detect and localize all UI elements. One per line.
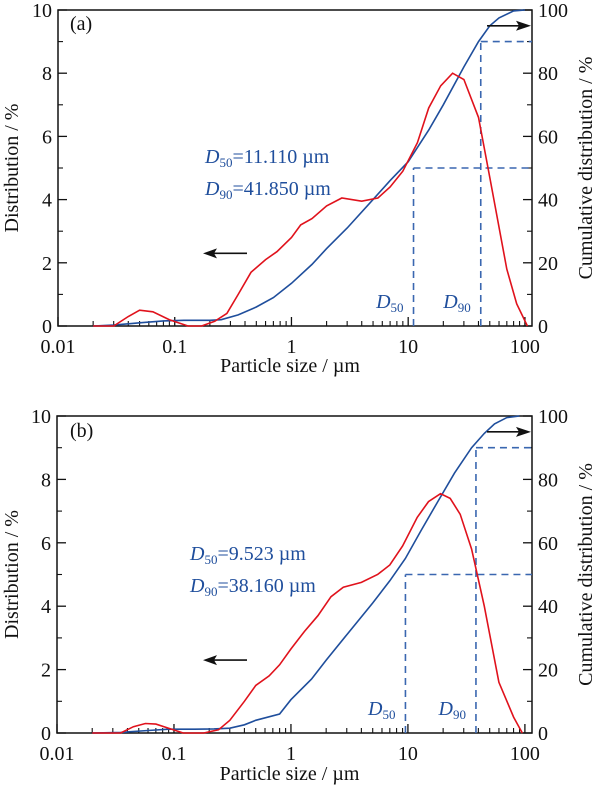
- y-left-axis-title: Distribution / %: [1, 104, 23, 233]
- d50-value: =9.523 µm: [217, 543, 306, 565]
- y-right-axis-ticks: 0 20 40 60 80 100: [523, 406, 568, 745]
- d90-subscript: 90: [453, 707, 466, 722]
- y-right-tick-label: 40: [538, 596, 558, 618]
- d50-subscript: 50: [219, 155, 232, 170]
- d50-line-label: D50: [375, 291, 403, 315]
- d-symbol: D: [375, 291, 391, 313]
- cumulative-line: [93, 9, 525, 327]
- panel-a: 0.01 0.1 1 10 100 0 2 4 6 8 10 0 20 40 60 80 100 (a) P…: [1, 0, 597, 377]
- y-right-axis-title: Cumulative distribution / %: [575, 463, 597, 686]
- y-right-tick-label: 80: [538, 63, 558, 85]
- d50-subscript: 50: [382, 707, 395, 722]
- d-symbol: D: [438, 698, 454, 720]
- d50-subscript: 50: [204, 552, 217, 567]
- arrow-left-icon: [203, 655, 247, 666]
- d50-line-label: D50: [367, 698, 395, 722]
- x-tick-label: 10: [398, 743, 418, 765]
- y-right-tick-label: 60: [538, 126, 558, 148]
- d-symbol: D: [442, 291, 458, 313]
- d50-annotation: D50=11.110 µm: [204, 146, 330, 170]
- y-left-tick-label: 10: [32, 0, 52, 22]
- d50-annotation: D50=9.523 µm: [189, 543, 306, 567]
- distribution-line: [92, 492, 524, 734]
- x-tick-label: 100: [510, 743, 540, 765]
- y-left-tick-label: 2: [42, 253, 52, 275]
- y-right-tick-label: 60: [538, 533, 558, 555]
- y-right-axis-ticks: 0 20 40 60 80 100: [523, 0, 568, 338]
- y-left-tick-label: 6: [41, 533, 51, 555]
- x-axis-ticks: 0.01 0.1 1 10 100: [40, 724, 540, 765]
- x-tick-label: 10: [398, 336, 418, 358]
- y-right-tick-label: 0: [538, 316, 548, 338]
- y-left-axis-ticks: 0 2 4 6 8 10: [32, 0, 67, 338]
- d-symbol: D: [367, 698, 383, 720]
- arrow-head: [516, 20, 531, 31]
- distribution-line: [93, 72, 529, 327]
- y-right-tick-label: 0: [538, 723, 548, 745]
- arrow-right-icon: [487, 20, 531, 31]
- y-left-tick-label: 8: [42, 63, 52, 85]
- arrow-left-icon: [203, 248, 247, 259]
- d-symbol: D: [204, 178, 220, 200]
- y-left-axis-ticks: 0 2 4 6 8 10: [31, 406, 66, 745]
- y-left-tick-label: 10: [31, 406, 51, 428]
- d90-annotation: D90=38.160 µm: [189, 575, 316, 599]
- d90-value: =38.160 µm: [217, 575, 316, 597]
- d-symbol: D: [204, 146, 220, 168]
- x-tick-label: 100: [510, 336, 540, 358]
- panel-label: (a): [70, 13, 92, 35]
- arrow-head: [516, 426, 531, 437]
- y-right-tick-label: 20: [538, 660, 558, 682]
- d-symbol: D: [189, 543, 205, 565]
- y-left-tick-label: 6: [42, 126, 52, 148]
- x-axis-title: Particle size / µm: [220, 763, 360, 785]
- y-left-tick-label: 2: [41, 660, 51, 682]
- y-right-tick-label: 20: [538, 253, 558, 275]
- d90-subscript: 90: [204, 584, 217, 599]
- d90-subscript: 90: [458, 300, 471, 315]
- y-left-tick-label: 0: [41, 723, 51, 745]
- x-tick-label: 0.01: [41, 336, 76, 358]
- y-left-tick-label: 0: [42, 316, 52, 338]
- x-tick-label: 0.1: [161, 743, 186, 765]
- y-left-tick-label: 4: [42, 190, 52, 212]
- x-tick-label: 0.01: [40, 743, 75, 765]
- arrow-head: [203, 248, 217, 259]
- x-tick-label: 1: [286, 336, 296, 358]
- y-right-tick-label: 100: [538, 406, 568, 428]
- d50-value: =11.110 µm: [232, 146, 329, 168]
- panel-b: 0.01 0.1 1 10 100 0 2 4 6 8 10 0 20 40 60 80 100 (b) P…: [1, 406, 597, 785]
- y-right-tick-label: 80: [538, 469, 558, 491]
- x-tick-label: 0.1: [162, 336, 187, 358]
- y-left-tick-label: 4: [41, 596, 51, 618]
- y-right-tick-label: 40: [538, 190, 558, 212]
- plot-frame: [57, 9, 533, 327]
- d90-line-label: D90: [442, 291, 470, 315]
- d90-value: =41.850 µm: [232, 178, 331, 200]
- d90-line-label: D90: [438, 698, 466, 722]
- arrow-head: [203, 655, 217, 666]
- y-left-axis-title: Distribution / %: [1, 510, 23, 639]
- d50-subscript: 50: [391, 300, 404, 315]
- panel-label: (b): [70, 420, 93, 442]
- y-right-tick-label: 100: [538, 0, 568, 22]
- d-symbol: D: [189, 575, 205, 597]
- d90-subscript: 90: [219, 187, 232, 202]
- arrow-right-icon: [487, 426, 531, 437]
- x-tick-label: 1: [286, 743, 296, 765]
- d90-annotation: D90=41.850 µm: [204, 178, 331, 202]
- y-right-axis-title: Cumulative distribution / %: [575, 57, 597, 280]
- y-left-tick-label: 8: [41, 469, 51, 491]
- d-marker-lines: [404, 446, 532, 733]
- x-axis-title: Particle size / µm: [220, 355, 360, 377]
- cumulative-line: [92, 415, 520, 734]
- d-marker-lines: [412, 40, 532, 326]
- x-axis-ticks: 0.01 0.1 1 10 100: [41, 317, 540, 358]
